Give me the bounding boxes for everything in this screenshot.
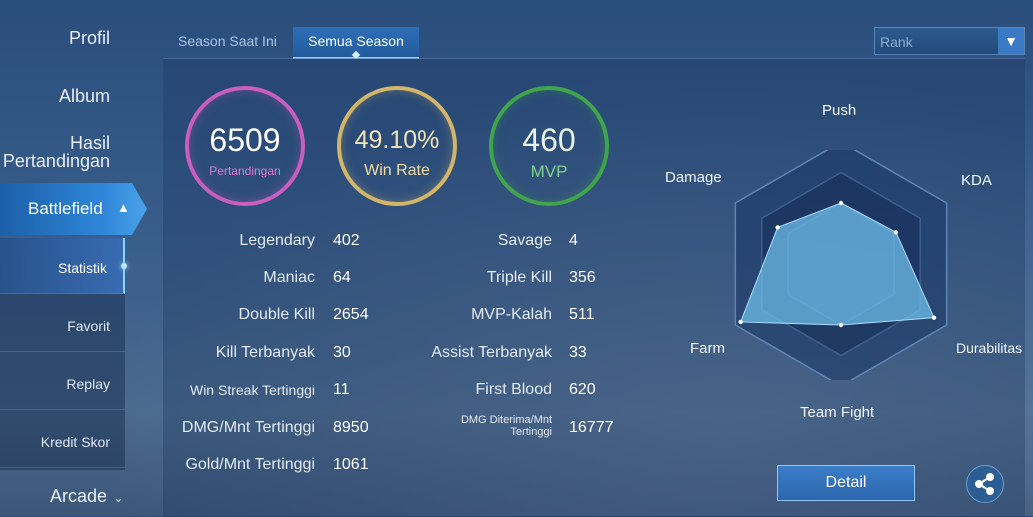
- chevron-up-icon: ▲: [117, 200, 130, 215]
- stat-label: Win Streak Tertinggi: [189, 382, 315, 398]
- radar-label-team-fight: Team Fight: [800, 404, 875, 421]
- stat-label: Savage: [497, 232, 552, 249]
- radar-label-push: Push: [822, 102, 857, 119]
- radar-point: [893, 230, 899, 235]
- radar-point: [775, 225, 780, 230]
- stat-value: 33: [569, 344, 587, 361]
- submenu-item-statistik[interactable]: Statistik: [0, 238, 127, 294]
- radar-label-damage: Damage: [665, 169, 722, 186]
- submenu-label: Favorit: [67, 318, 110, 334]
- total-matches-label: Pertandingan: [209, 164, 281, 178]
- sidebar-item-arcade[interactable]: Arcade ⌄: [50, 486, 124, 507]
- win-rate-value: 49.10%: [354, 126, 440, 154]
- radar-chart: [734, 150, 948, 380]
- radar-point: [838, 200, 844, 206]
- tab-season-saat-ini[interactable]: Season Saat Ini: [178, 33, 277, 49]
- total-matches-circle: 6509 Pertandingan: [185, 86, 305, 206]
- stat-label: Triple Kill: [486, 269, 552, 286]
- mvp-label: MVP: [530, 162, 568, 181]
- share-button[interactable]: [966, 465, 1004, 503]
- radar-label-kda: KDA: [961, 172, 992, 189]
- dropdown-value: Rank: [880, 34, 913, 50]
- mvp-value: 460: [522, 122, 576, 158]
- stat-label: Assist Terbanyak: [431, 344, 552, 361]
- submenu-item-kredit-skor[interactable]: Kredit Skor: [0, 412, 125, 468]
- win-rate-label: Win Rate: [364, 162, 430, 179]
- stat-value: 64: [333, 269, 351, 286]
- stat-value: 356: [569, 269, 596, 286]
- battlefield-submenu: Statistik Favorit Replay Kredit Skor: [0, 238, 127, 470]
- sidebar-item-hasil-pertandingan[interactable]: Hasil Pertandingan: [0, 134, 110, 170]
- stat-label: MVP-Kalah: [471, 306, 552, 323]
- chevron-down-icon[interactable]: ▼: [998, 28, 1024, 54]
- radar-label-farm: Farm: [690, 340, 725, 357]
- stat-value: 16777: [569, 419, 614, 436]
- active-indicator: [121, 263, 127, 269]
- total-matches-value: 6509: [209, 122, 281, 158]
- stat-label: Maniac: [263, 269, 315, 286]
- stat-value: 402: [333, 232, 360, 249]
- submenu-item-replay[interactable]: Replay: [0, 354, 125, 410]
- sidebar-item-label: Pertandingan: [2, 151, 110, 171]
- stat-label: DMG/Mnt Tertinggi: [181, 419, 315, 436]
- radar-point: [931, 315, 937, 320]
- sidebar-item-battlefield[interactable]: Battlefield ▲: [0, 183, 147, 235]
- stat-value: 620: [569, 381, 596, 398]
- stat-value: 2654: [333, 306, 369, 323]
- sidebar-item-label: Battlefield: [28, 199, 103, 218]
- stat-label: Gold/Mnt Tertinggi: [185, 456, 315, 473]
- mode-dropdown[interactable]: Rank ▼: [874, 27, 1025, 55]
- submenu-label: Statistik: [57, 260, 107, 276]
- chevron-down-icon: ⌄: [113, 490, 124, 505]
- sidebar-item-label: Hasil: [69, 133, 110, 153]
- stat-value: 30: [333, 344, 351, 361]
- mvp-circle: 460 MVP: [489, 86, 609, 206]
- sidebar-item-album[interactable]: Album: [58, 86, 110, 106]
- submenu-item-favorit[interactable]: Favorit: [0, 296, 125, 352]
- radar-label-durabilitas: Durabilitas: [956, 340, 1023, 356]
- radar-point: [838, 322, 844, 328]
- stat-value: 11: [333, 381, 350, 398]
- stat-value: 1061: [333, 456, 369, 473]
- stat-label: Kill Terbanyak: [215, 344, 315, 361]
- stat-label: First Blood: [475, 381, 552, 398]
- sidebar-item-profil[interactable]: Profil: [68, 28, 110, 48]
- stat-label: DMG Diterima/Mnt Tertinggi: [460, 414, 552, 438]
- submenu-label: Replay: [66, 376, 110, 392]
- detail-button[interactable]: Detail: [777, 465, 915, 501]
- win-rate-circle: 49.10% Win Rate: [337, 86, 457, 206]
- sidebar: Profil Album Hasil Pertandingan Battlefi…: [0, 0, 150, 516]
- stat-label: Double Kill: [238, 306, 315, 323]
- stat-value: 511: [569, 306, 595, 323]
- submenu-label: Kredit Skor: [40, 434, 110, 450]
- stat-value: 4: [569, 232, 578, 249]
- sidebar-item-label: Arcade: [50, 486, 108, 506]
- radar-point: [738, 319, 743, 325]
- stat-label: Legendary: [239, 232, 315, 249]
- stat-value: 8950: [333, 419, 369, 436]
- share-icon: [975, 473, 994, 495]
